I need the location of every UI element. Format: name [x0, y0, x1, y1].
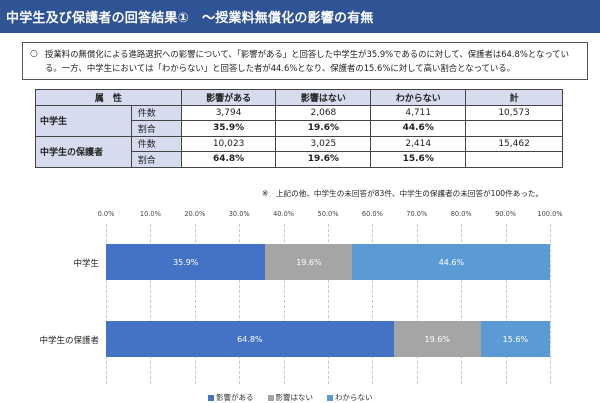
gridline	[328, 224, 329, 384]
results-table: 属 性 影響がある 影響はない わからない 計 中学生 件数 3,794 2,0…	[35, 89, 563, 168]
legend-label: わからない	[335, 393, 373, 402]
header-attribute: 属 性	[35, 89, 182, 106]
summary-box: ○ 授業料の無償化による進路選択への影響について、「影響がある」と回答した中学生…	[22, 42, 588, 80]
table-cell: 15,462	[465, 135, 563, 152]
table-cell: 15.6%	[370, 151, 467, 168]
header-unknown: わからない	[370, 89, 467, 106]
bar-segment: 64.8%	[106, 321, 394, 357]
table-cell: 19.6%	[275, 120, 372, 137]
bullet-mark: ○	[30, 49, 38, 59]
legend-label: 影響がある	[216, 393, 254, 402]
x-tick-label: 10.0%	[139, 210, 161, 218]
x-tick-label: 30.0%	[228, 210, 250, 218]
table-cell: 10,573	[465, 104, 563, 121]
table-cell: 35.9%	[180, 120, 277, 137]
gridline	[106, 224, 107, 384]
header-not-affected: 影響はない	[275, 89, 372, 106]
header-affected: 影響がある	[180, 89, 277, 106]
x-tick-label: 60.0%	[361, 210, 383, 218]
row-label: 割合	[130, 120, 182, 137]
legend-swatch	[267, 394, 274, 401]
table-cell	[465, 151, 563, 168]
legend-item: わからない	[327, 392, 373, 403]
table-cell: 3,794	[180, 104, 277, 121]
x-tick-label: 0.0%	[97, 210, 115, 218]
x-tick-label: 20.0%	[184, 210, 206, 218]
bar-segment: 19.6%	[265, 244, 353, 280]
table-row: 中学生 件数 3,794 2,068 4,711 10,573	[35, 104, 563, 137]
bar-data-label: 19.6%	[424, 334, 450, 344]
gridline	[505, 224, 507, 384]
table-cell	[465, 120, 563, 137]
category-label: 中学生の保護者	[39, 336, 99, 346]
summary-text: 授業料の無償化による進路選択への影響について、「影響がある」と回答した中学生が3…	[45, 49, 570, 73]
category-label: 中学生	[73, 259, 99, 269]
bar-segment: 15.6%	[480, 321, 550, 357]
table-cell: 64.8%	[180, 151, 277, 168]
table-cell: 3,025	[275, 135, 372, 152]
header-bar: 中学生及び保護者の回答結果① ～授業料無償化の影響の有無	[0, 0, 600, 33]
chart-legend: 影響がある 影響はない わからない	[208, 392, 373, 403]
x-tick-label: 90.0%	[495, 210, 517, 218]
header-total: 計	[465, 89, 563, 106]
x-tick-label: 70.0%	[406, 210, 428, 218]
gridline	[416, 224, 418, 384]
row-label: 件数	[130, 104, 182, 121]
table-cell: 4,711	[370, 104, 467, 121]
legend-swatch	[208, 394, 214, 401]
table-row: 中学生の保護者 件数 10,023 3,025 2,414 15,462	[35, 135, 563, 168]
gridline	[150, 224, 152, 384]
table-row: 割合 64.8% 19.6% 15.6%	[36, 151, 563, 168]
bar-data-label: 19.6%	[296, 257, 322, 267]
x-tick-label: 80.0%	[450, 210, 472, 218]
bar-data-label: 44.6%	[438, 257, 465, 267]
page-title: 中学生及び保護者の回答結果① ～授業料無償化の影響の有無	[6, 11, 374, 26]
x-tick-label: 100.0%	[537, 210, 563, 218]
x-tick-label: 50.0%	[317, 210, 339, 218]
gridline	[194, 224, 196, 384]
row-label: 件数	[130, 135, 182, 152]
table-header-row: 属 性 影響がある 影響はない わからない 計	[35, 89, 563, 106]
legend-item: 影響はない	[267, 392, 314, 403]
legend-item: 影響がある	[208, 392, 254, 403]
group-label-students: 中学生	[35, 104, 132, 137]
bar-segment: 35.9%	[106, 244, 266, 280]
table-cell: 10,023	[180, 135, 277, 152]
gridline	[239, 224, 241, 384]
stacked-bar-chart: 0.0% 10.0% 20.0% 30.0% 40.0% 50.0% 60.0% 70.0% 8…	[0, 200, 600, 403]
gridline	[283, 224, 285, 384]
legend-swatch	[327, 394, 333, 401]
gridline	[461, 224, 463, 384]
group-label-parents: 中学生の保護者	[35, 135, 132, 168]
bar-segment: 19.6%	[393, 321, 481, 357]
table-cell: 44.6%	[370, 120, 467, 137]
bar-segment: 44.6%	[352, 244, 551, 280]
row-label: 割合	[130, 151, 182, 168]
bar-data-label: 64.8%	[237, 334, 263, 344]
table-cell: 2,414	[370, 135, 467, 152]
bar-data-label: 35.9%	[172, 257, 199, 267]
gridline	[550, 224, 551, 384]
table-cell: 19.6%	[275, 151, 372, 168]
table-cell: 2,068	[275, 104, 372, 121]
bar-data-label: 15.6%	[502, 334, 529, 344]
table-note: ※ 上記の他、中学生の未回答が83件、中学生の保護者の未回答が100件あった。	[262, 189, 544, 198]
gridline	[372, 224, 374, 384]
legend-label: 影響はない	[275, 393, 314, 402]
x-tick-label: 40.0%	[273, 210, 295, 218]
